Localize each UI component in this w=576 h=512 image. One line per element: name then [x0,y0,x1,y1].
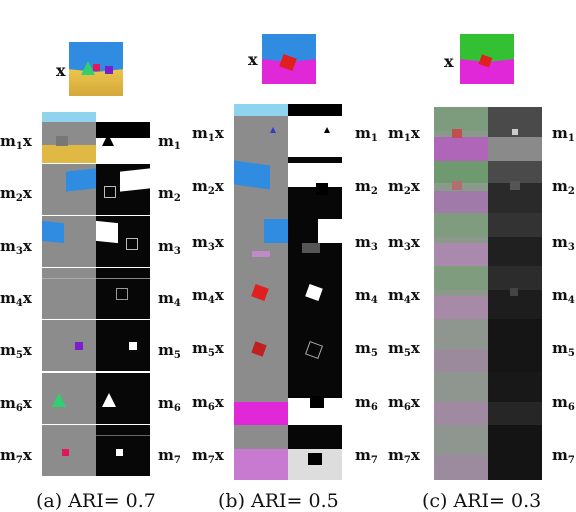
row-label-right-3: m3 [552,233,575,253]
recon-tile-b-6 [234,372,288,425]
mask-tile-b-3 [288,213,342,266]
recon-tile-c-6 [434,372,488,425]
mask-tile-b-5 [288,319,342,372]
mask-tile-a-4 [96,268,150,319]
panel-b: x m1x m1 m2x m2 m3x m3 m4x m4 m5x m5 m6x… [192,0,382,512]
row-label-left-4: m4x [192,286,224,306]
row-label-left-1: m1x [0,132,32,152]
row-label-left-6: m6x [192,393,224,413]
recon-tile-b-2 [234,157,288,213]
row-label-right-2: m2 [158,184,181,204]
mask-tile-c-7 [488,425,542,480]
input-image-b [262,34,316,84]
input-x-label: x [248,50,258,69]
row-label-left-3: m3x [388,233,420,253]
recon-tile-c-2 [434,161,488,213]
recon-tile-a-5 [42,320,96,371]
mask-tile-a-7 [96,425,150,476]
row-label-left-4: m4x [388,286,420,306]
recon-tile-a-2 [42,164,96,215]
row-label-right-3: m3 [355,233,378,253]
input-image-a [69,42,123,96]
row-label-right-6: m6 [552,393,575,413]
row-label-left-1: m1x [192,124,224,144]
recon-tile-a-7 [42,425,96,476]
recon-tile-b-4 [234,266,288,319]
row-label-right-1: m1 [355,124,378,144]
recon-tile-c-3 [434,213,488,266]
row-label-right-7: m7 [355,446,378,466]
recon-tile-c-5 [434,319,488,372]
row-label-right-4: m4 [552,286,575,306]
row-label-left-2: m2x [0,184,32,204]
row-label-right-2: m2 [552,177,575,197]
row-label-left-5: m5x [192,339,224,359]
mask-tile-b-6 [288,372,342,425]
mask-tile-c-3 [488,213,542,266]
recon-tile-b-1 [234,104,288,157]
row-label-right-5: m5 [158,341,181,361]
mask-tile-c-6 [488,372,542,425]
mask-tile-c-1 [488,107,542,161]
panel-c: x m1x m1 m2x m2 m3x m3 m4x m4 m5x m5 m6x… [382,0,576,512]
row-label-right-2: m2 [355,177,378,197]
input-image-c [460,34,514,84]
mask-tile-c-2 [488,161,542,213]
row-label-right-4: m4 [158,289,181,309]
row-label-right-4: m4 [355,286,378,306]
mask-tile-b-7 [288,425,342,480]
panel-a: x m1x m1 m2x m2 m3x m3 m4x m4 m5x m5 m6x… [0,0,192,512]
row-label-left-5: m5x [388,339,420,359]
row-label-right-3: m3 [158,237,181,257]
mask-tile-b-2 [288,157,342,213]
mask-tile-c-4 [488,266,542,319]
recon-tile-b-5 [234,319,288,372]
row-label-left-7: m7x [192,446,224,466]
row-label-left-4: m4x [0,289,32,309]
row-label-right-1: m1 [552,124,575,144]
mask-tile-b-1 [288,104,342,157]
mask-tile-a-1 [96,112,150,163]
row-label-right-1: m1 [158,132,181,152]
row-label-right-7: m7 [552,446,575,466]
caption-b: (b) ARI= 0.5 [218,490,339,512]
row-label-left-2: m2x [192,177,224,197]
row-label-left-1: m1x [388,124,420,144]
mask-tile-c-5 [488,319,542,372]
caption-a: (a) ARI= 0.7 [36,490,156,512]
recon-tile-c-1 [434,107,488,161]
row-label-left-7: m7x [0,446,32,466]
mask-tile-a-3 [96,216,150,267]
recon-tile-b-7 [234,425,288,480]
recon-tile-c-7 [434,425,488,480]
row-label-right-6: m6 [355,393,378,413]
row-label-left-3: m3x [192,233,224,253]
row-label-left-6: m6x [0,394,32,414]
row-label-left-3: m3x [0,237,32,257]
recon-tile-c-4 [434,266,488,319]
recon-tile-a-1 [42,112,96,163]
caption-c: (c) ARI= 0.3 [422,490,542,512]
row-label-left-5: m5x [0,341,32,361]
mask-tile-b-4 [288,266,342,319]
row-label-right-5: m5 [355,339,378,359]
recon-tile-b-3 [234,213,288,266]
mask-tile-a-6 [96,373,150,424]
recon-tile-a-3 [42,216,96,267]
row-label-left-7: m7x [388,446,420,466]
mask-tile-a-2 [96,164,150,215]
row-label-left-6: m6x [388,393,420,413]
row-label-left-2: m2x [388,177,420,197]
input-x-label: x [444,52,454,71]
row-label-right-5: m5 [552,339,575,359]
recon-tile-a-4 [42,268,96,319]
row-label-right-6: m6 [158,394,181,414]
row-label-right-7: m7 [158,446,181,466]
input-x-label: x [56,61,66,80]
mask-tile-a-5 [96,320,150,371]
recon-tile-a-6 [42,373,96,424]
